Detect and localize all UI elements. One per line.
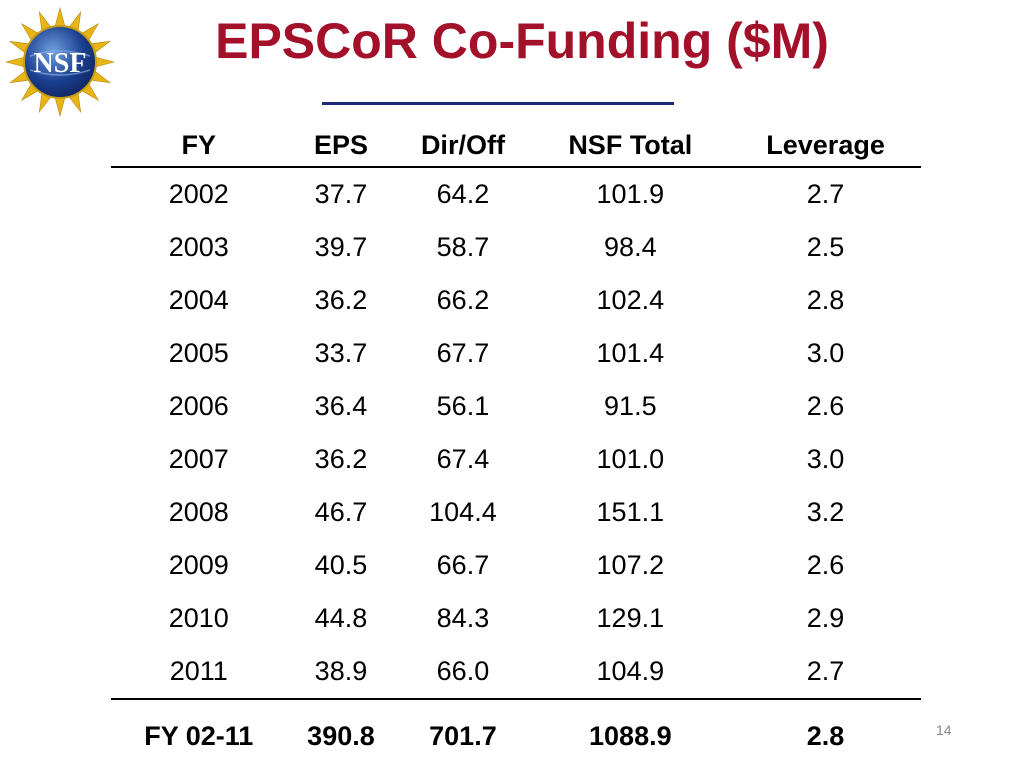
cell-dir-off: 66.7 [436, 550, 490, 580]
cell-dir-off: 67.4 [436, 444, 490, 474]
cell-dir-off: 84.3 [436, 603, 490, 633]
cell-eps: 36.4 [314, 391, 368, 421]
cell-fy: 2011 [169, 656, 228, 686]
funding-table: FY EPS Dir/Off NSF Total Leverage 2002 37… [111, 124, 921, 772]
cell-nsf-total: 101.4 [596, 338, 665, 368]
cell-eps: 36.2 [314, 444, 368, 474]
table-row: 2010 44.8 84.3 129.1 2.9 [111, 592, 921, 645]
table-body: 2002 37.7 64.2 101.9 2.7 2003 39.7 58.7 98.4 2.5 2… [111, 167, 921, 699]
cell-leverage: 3.2 [806, 497, 845, 527]
cell-eps: 38.9 [314, 656, 368, 686]
cell-dir-off: 104.4 [429, 497, 497, 527]
cell-leverage: 2.7 [806, 179, 845, 209]
header-eps: EPS [286, 124, 396, 168]
cell-leverage: 2.6 [806, 550, 845, 580]
total-label: FY 02-11 [111, 698, 287, 772]
title-underline [322, 102, 674, 105]
cell-nsf-total: 151.1 [596, 497, 665, 527]
cell-leverage: 2.8 [806, 285, 845, 315]
header-dir-off: Dir/Off [395, 124, 531, 168]
total-nsf-total: 1088.9 [530, 698, 731, 772]
table-row: 2006 36.4 56.1 91.5 2.6 [111, 380, 921, 433]
cell-dir-off: 56.1 [436, 391, 490, 421]
cell-fy: 2008 [168, 497, 229, 527]
logo-text: NSF [34, 48, 87, 79]
cell-dir-off: 64.2 [436, 179, 490, 209]
cell-leverage: 3.0 [806, 338, 845, 368]
cell-nsf-total: 129.1 [596, 603, 665, 633]
cell-nsf-total: 102.4 [596, 285, 665, 315]
table-total-row: FY 02-11 390.8 701.7 1088.9 2.8 [111, 698, 921, 772]
cell-fy: 2007 [168, 444, 229, 474]
table-row: 2003 39.7 58.7 98.4 2.5 [111, 221, 921, 274]
table-header-row: FY EPS Dir/Off NSF Total Leverage [111, 124, 921, 168]
cell-dir-off: 66.0 [436, 656, 490, 686]
header-leverage: Leverage [730, 124, 921, 168]
cell-eps: 44.8 [314, 603, 368, 633]
cell-nsf-total: 104.9 [596, 656, 665, 686]
slide-number: 14 [936, 722, 952, 738]
cell-fy: 2003 [168, 232, 229, 262]
cell-dir-off: 67.7 [436, 338, 490, 368]
cell-eps: 46.7 [314, 497, 368, 527]
cell-leverage: 2.9 [806, 603, 845, 633]
cell-leverage: 2.7 [806, 656, 845, 686]
cell-eps: 40.5 [314, 550, 368, 580]
cell-fy: 2009 [168, 550, 229, 580]
cell-nsf-total: 91.5 [604, 391, 657, 421]
header-fy: FY [111, 124, 287, 168]
table-row: 2004 36.2 66.2 102.4 2.8 [111, 274, 921, 327]
cell-fy: 2006 [168, 391, 229, 421]
cell-nsf-total: 101.9 [596, 179, 665, 209]
cell-eps: 33.7 [314, 338, 368, 368]
table-row: 2005 33.7 67.7 101.4 3.0 [111, 327, 921, 380]
table-row: 2009 40.5 66.7 107.2 2.6 [111, 539, 921, 592]
cell-nsf-total: 98.4 [604, 232, 657, 262]
table-row: 2002 37.7 64.2 101.9 2.7 [111, 167, 921, 221]
slide-title: EPSCoR Co-Funding ($M) [215, 13, 829, 69]
cell-eps: 39.7 [314, 232, 368, 262]
cell-fy: 2002 [168, 179, 229, 209]
cell-dir-off: 58.7 [436, 232, 490, 262]
total-leverage: 2.8 [730, 698, 921, 772]
total-eps: 390.8 [286, 698, 396, 772]
cell-leverage: 3.0 [806, 444, 845, 474]
cell-leverage: 2.6 [806, 391, 845, 421]
cell-nsf-total: 107.2 [596, 550, 665, 580]
table-row: 2007 36.2 67.4 101.0 3.0 [111, 433, 921, 486]
nsf-seal-icon: NSF [4, 6, 116, 118]
cell-leverage: 2.5 [806, 232, 845, 262]
table-row: 2011 38.9 66.0 104.9 2.7 [111, 645, 921, 699]
table-row: 2008 46.7 104.4 151.1 3.2 [111, 486, 921, 539]
cell-fy: 2010 [168, 603, 229, 633]
cell-dir-off: 66.2 [436, 285, 490, 315]
cell-nsf-total: 101.0 [596, 444, 665, 474]
total-dir-off: 701.7 [395, 698, 531, 772]
cell-fy: 2004 [168, 285, 229, 315]
nsf-logo: NSF [4, 6, 116, 118]
header-nsf-total: NSF Total [530, 124, 731, 168]
cell-eps: 37.7 [314, 179, 368, 209]
cell-fy: 2005 [168, 338, 229, 368]
cell-eps: 36.2 [314, 285, 368, 315]
